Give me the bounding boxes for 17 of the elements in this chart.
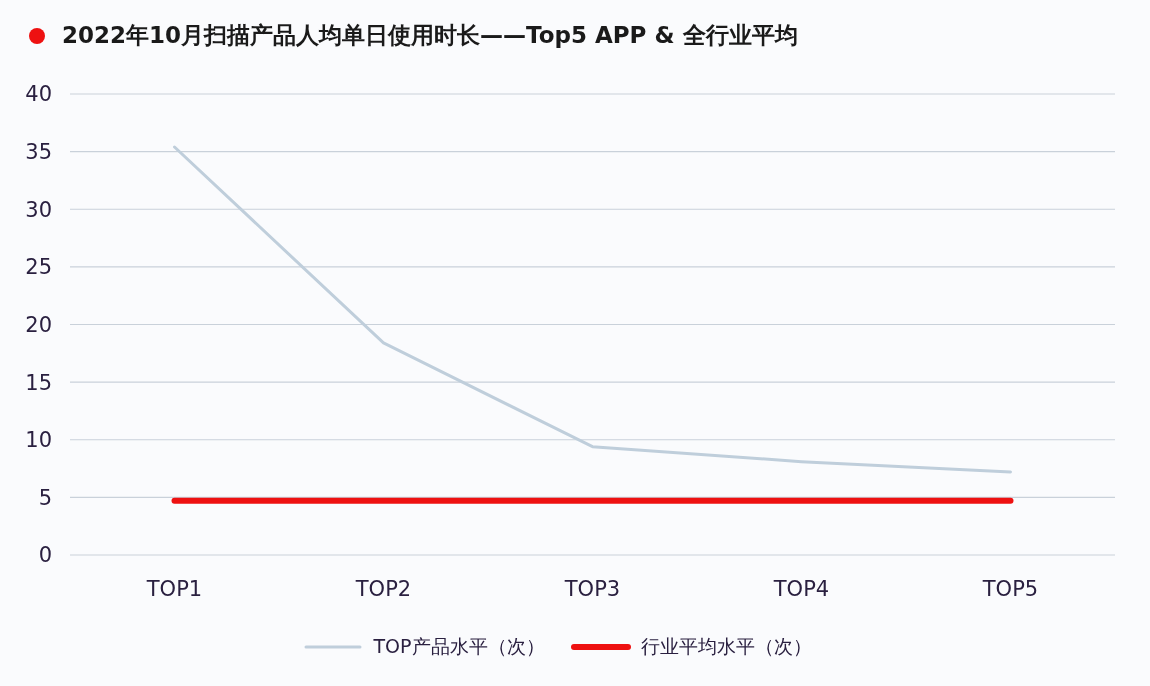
chart-title: 2022年10月扫描产品人均单日使用时长——Top5 APP & 全行业平均: [62, 21, 798, 50]
y-tick-label: 20: [25, 312, 52, 337]
legend-label: 行业平均水平（次）: [640, 634, 812, 659]
y-tick-label: 15: [25, 370, 52, 395]
x-tick-label: TOP2: [354, 576, 412, 601]
y-tick-label: 30: [25, 197, 52, 222]
x-tick-label: TOP5: [981, 576, 1039, 601]
y-tick-label: 25: [25, 255, 52, 280]
x-tick-label: TOP3: [563, 576, 621, 601]
legend-label: TOP产品水平（次）: [373, 634, 545, 659]
y-tick-label: 10: [25, 428, 52, 453]
y-tick-label: 5: [38, 485, 52, 510]
y-tick-label: 0: [38, 543, 52, 568]
y-tick-label: 35: [25, 140, 52, 165]
x-tick-label: TOP4: [772, 576, 830, 601]
y-tick-label: 40: [25, 82, 52, 107]
x-tick-label: TOP1: [145, 576, 203, 601]
